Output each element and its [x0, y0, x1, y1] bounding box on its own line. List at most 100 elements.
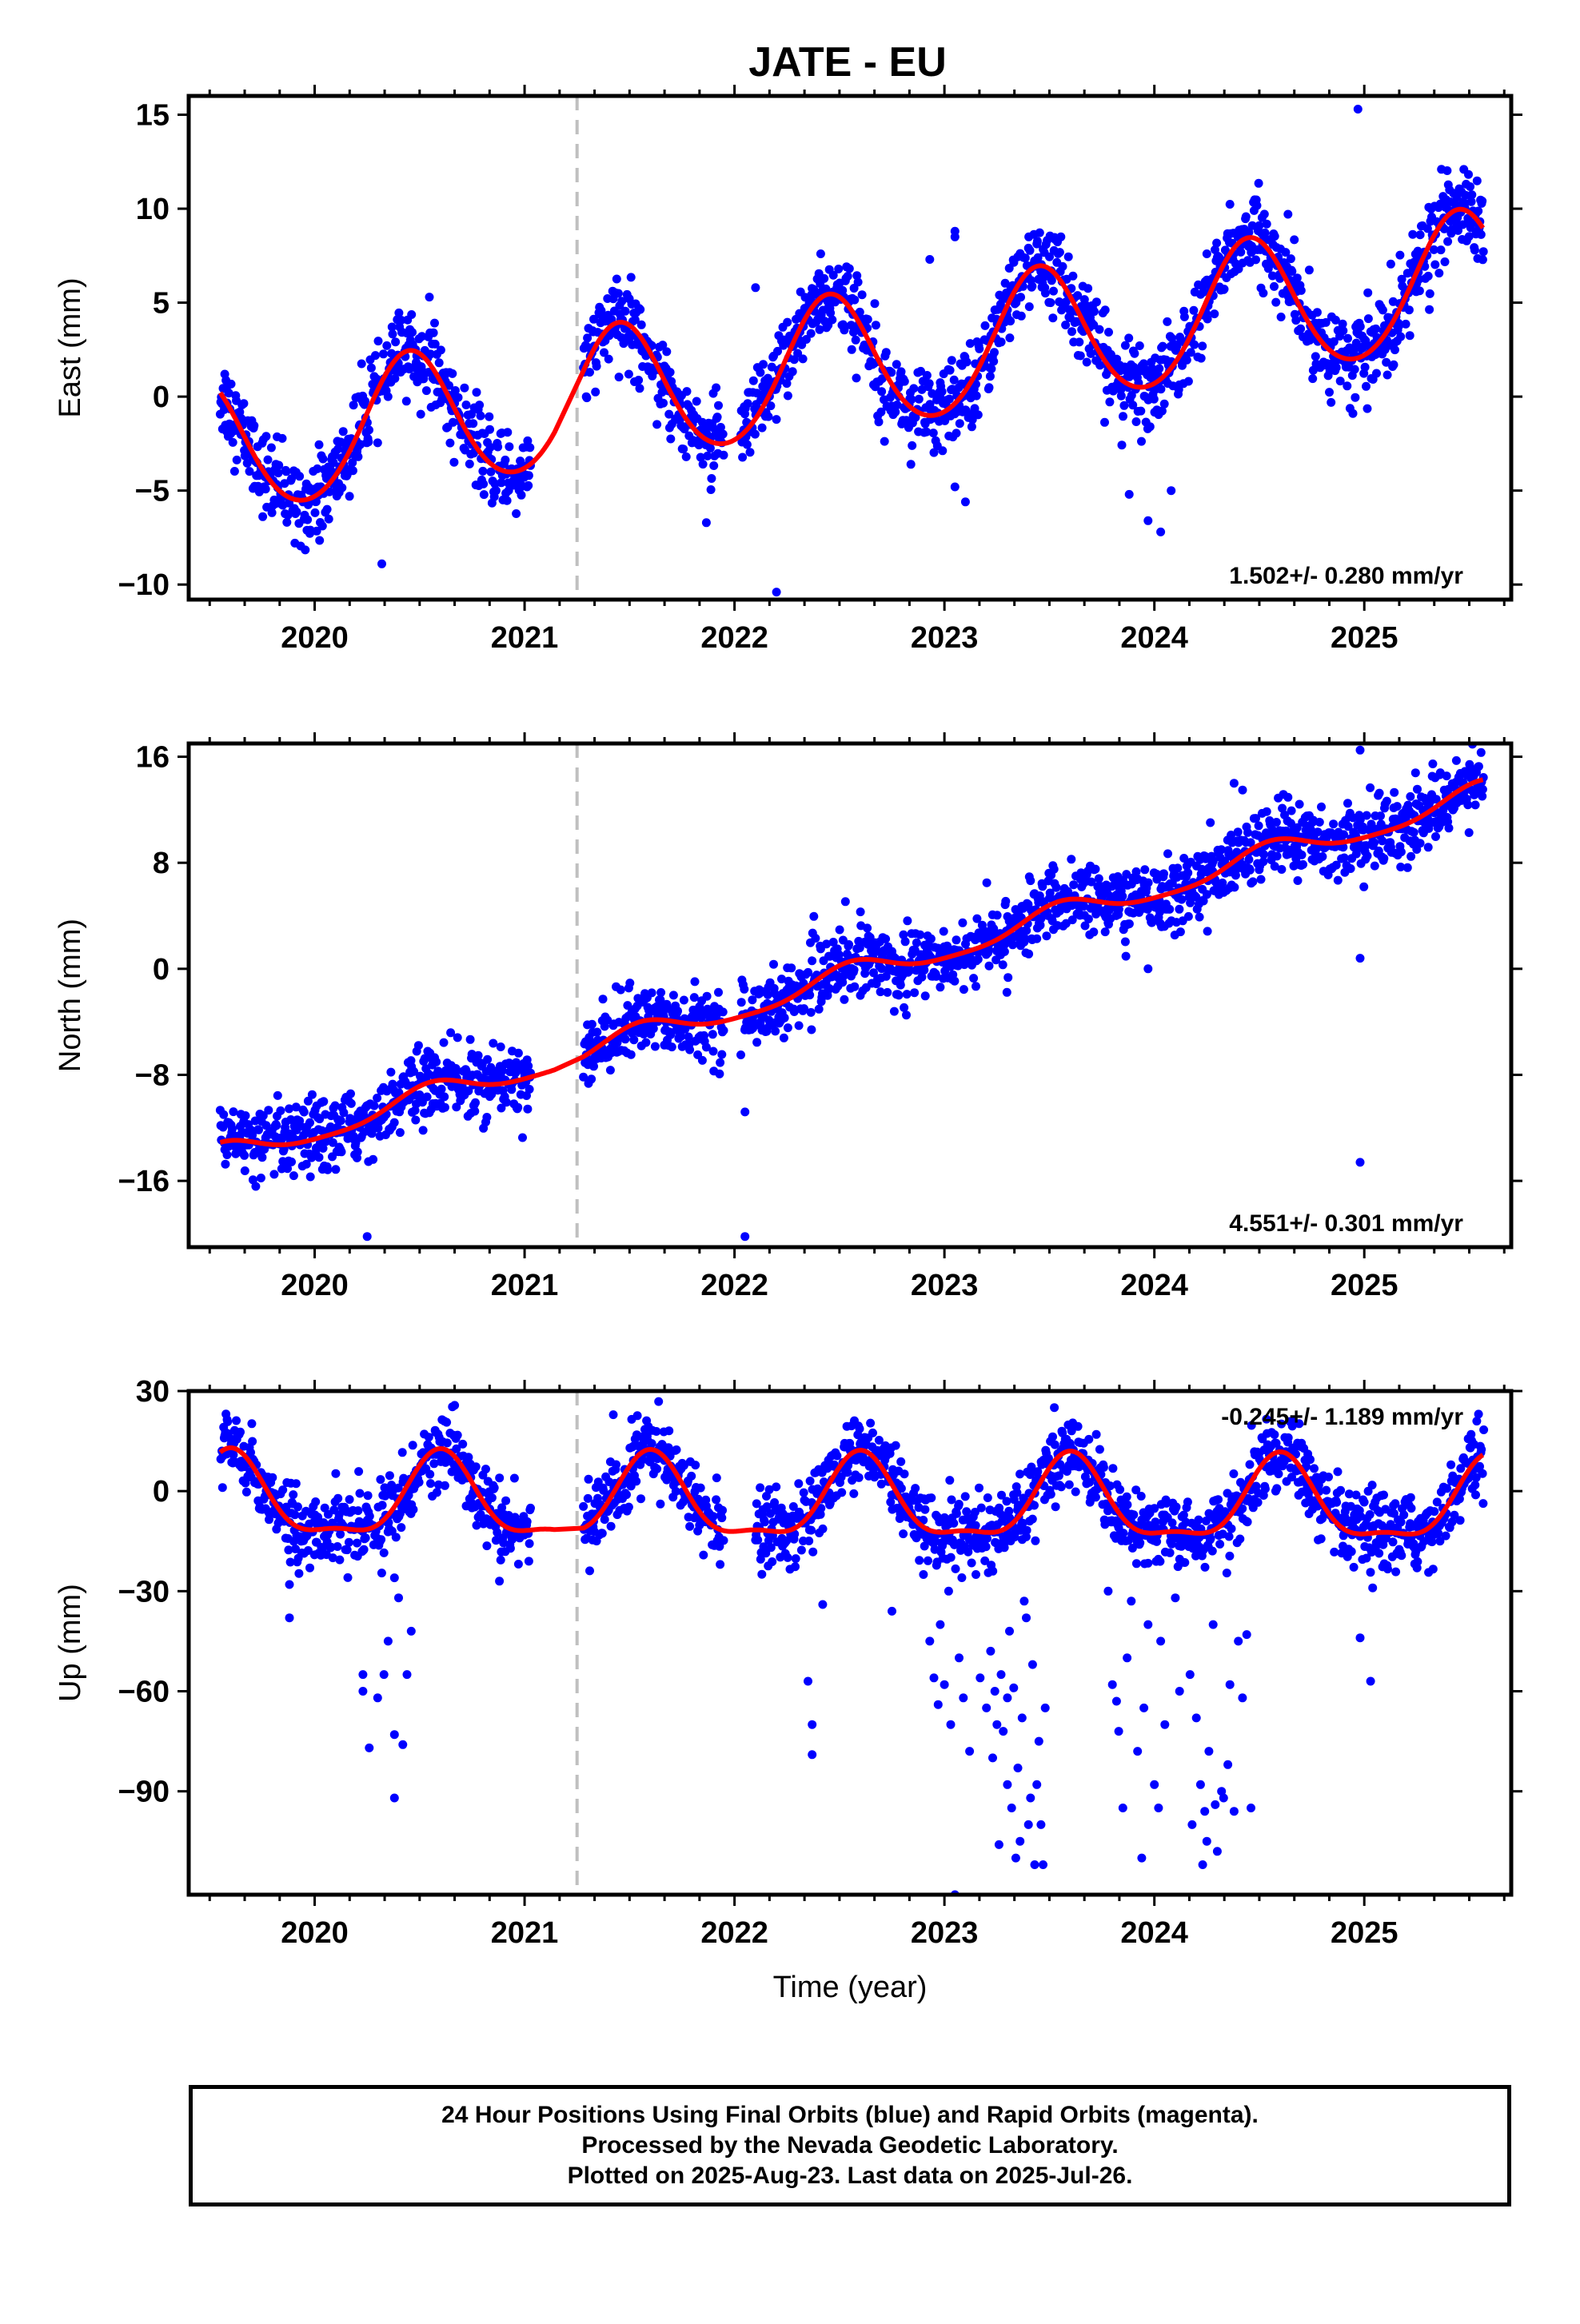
data-point: [716, 1058, 724, 1067]
data-point: [1466, 182, 1474, 191]
data-point: [1251, 255, 1260, 264]
data-point: [753, 1536, 762, 1545]
data-point: [908, 441, 916, 450]
data-point: [503, 428, 512, 436]
data-point: [1386, 260, 1395, 269]
data-point: [1424, 843, 1433, 851]
data-point: [365, 425, 373, 434]
data-point: [607, 1522, 616, 1531]
data-point: [972, 392, 981, 401]
data-point: [636, 384, 644, 393]
data-point: [343, 1545, 352, 1554]
data-point: [1390, 361, 1398, 369]
data-point: [230, 467, 239, 476]
data-point: [797, 1546, 806, 1555]
data-point: [792, 1554, 800, 1563]
data-point: [1143, 516, 1152, 525]
data-point: [503, 496, 512, 505]
data-point: [1263, 807, 1271, 816]
data-point: [380, 1549, 389, 1557]
data-point: [414, 1041, 423, 1050]
data-point: [1343, 799, 1352, 807]
data-point: [1271, 298, 1280, 307]
data-point: [691, 977, 700, 986]
data-point: [1318, 852, 1327, 861]
data-point: [662, 347, 671, 356]
data-point: [990, 348, 999, 357]
data-point: [1465, 828, 1474, 837]
data-point: [1016, 293, 1025, 301]
x-tick-label: 2025: [1331, 1269, 1398, 1302]
data-point: [353, 452, 362, 461]
data-point: [1478, 255, 1487, 264]
data-point: [453, 1431, 462, 1440]
data-point: [261, 432, 270, 440]
data-point: [795, 1021, 804, 1030]
data-point: [239, 399, 248, 408]
data-point: [1230, 883, 1239, 891]
data-point: [856, 1425, 864, 1433]
data-point: [1118, 892, 1127, 901]
data-point: [376, 1475, 385, 1484]
data-point: [805, 991, 814, 999]
data-point: [1210, 309, 1219, 318]
data-point: [1366, 783, 1375, 792]
data-point: [409, 1441, 417, 1449]
data-point: [1156, 528, 1165, 536]
data-point: [437, 1085, 446, 1094]
data-point: [345, 1538, 353, 1547]
data-point: [883, 988, 892, 997]
data-point: [1084, 915, 1093, 923]
data-point: [1259, 289, 1267, 297]
data-point: [361, 1533, 370, 1542]
data-point: [1405, 305, 1414, 314]
data-point: [1437, 245, 1446, 254]
data-point: [951, 233, 960, 241]
data-point: [1140, 865, 1149, 874]
data-point: [469, 419, 477, 428]
data-point: [972, 1521, 980, 1530]
data-point: [600, 1515, 609, 1524]
data-point: [1255, 821, 1263, 830]
data-point: [1339, 326, 1347, 335]
data-point: [335, 1556, 344, 1565]
data-point: [1426, 289, 1434, 298]
x-tick-label: 2022: [700, 1269, 768, 1302]
data-point: [999, 960, 1007, 969]
data-point: [1308, 374, 1317, 383]
data-point: [1026, 876, 1035, 885]
data-point: [336, 1530, 345, 1539]
data-point: [1130, 349, 1139, 358]
data-point: [1064, 253, 1073, 261]
data-point: [591, 388, 600, 397]
data-point: [871, 299, 880, 308]
data-point: [1150, 395, 1159, 404]
data-point: [696, 1484, 705, 1493]
data-point: [1359, 883, 1368, 891]
data-point: [466, 1035, 475, 1044]
data-point: [1163, 849, 1172, 858]
data-point: [248, 1437, 257, 1446]
data-point: [1370, 839, 1379, 847]
data-point: [337, 484, 346, 492]
data-point: [1052, 883, 1061, 892]
data-point: [445, 439, 454, 448]
data-point: [648, 988, 656, 997]
data-point: [437, 345, 445, 354]
data-point: [301, 545, 309, 554]
data-point: [426, 1479, 435, 1488]
data-point: [1362, 382, 1371, 391]
data-point: [952, 429, 961, 437]
data-point: [1083, 284, 1092, 293]
data-point: [720, 1026, 728, 1035]
data-point: [506, 1544, 515, 1553]
data-point: [483, 1055, 492, 1064]
data-point: [1198, 341, 1207, 350]
data-point: [315, 536, 324, 545]
data-point: [1042, 931, 1051, 940]
data-point: [1121, 938, 1130, 947]
data-point: [357, 360, 366, 369]
data-point: [1033, 237, 1042, 245]
data-point: [1351, 393, 1359, 402]
